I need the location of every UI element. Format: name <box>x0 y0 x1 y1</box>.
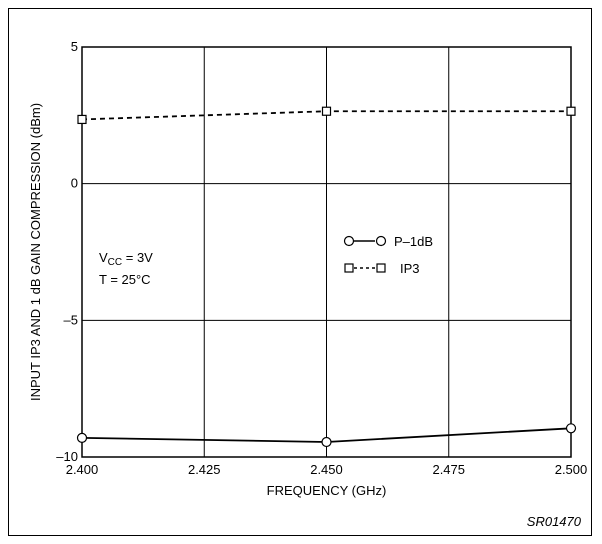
y-tick-label: –10 <box>56 449 78 464</box>
x-tick-label: 2.450 <box>310 462 343 477</box>
vcc-annotation: VCC = 3V <box>99 250 153 268</box>
x-tick-label: 2.400 <box>66 462 99 477</box>
legend-p1db-label: P–1dB <box>394 234 433 249</box>
plot-area <box>81 46 572 458</box>
data-point-circle <box>321 436 332 448</box>
data-point-square <box>321 106 332 116</box>
chart-frame <box>8 8 592 536</box>
series <box>76 106 577 448</box>
legend-ip3-marker-right <box>376 263 386 273</box>
vcc-subscript: CC <box>108 257 122 268</box>
legend: P–1dB IP3 <box>343 234 433 276</box>
y-tick-label: –5 <box>64 312 78 327</box>
y-axis-label: INPUT IP3 AND 1 dB GAIN COMPRESSION (dBm… <box>28 103 43 401</box>
x-tick-label: 2.500 <box>555 462 588 477</box>
data-point-square <box>566 106 576 116</box>
data-point-square <box>77 114 87 125</box>
vcc-main: V <box>99 250 108 265</box>
y-tick-label: 5 <box>71 39 78 54</box>
x-tick-label: 2.475 <box>432 462 465 477</box>
legend-p1db-marker-left <box>343 235 355 247</box>
x-tick-label: 2.425 <box>188 462 221 477</box>
tick-labels: 2.400 2.425 2.450 2.475 2.500 –10 –5 0 5 <box>56 39 587 477</box>
legend-p1db-marker-right <box>375 235 387 247</box>
y-tick-label: 0 <box>71 176 78 191</box>
legend-ip3-label: IP3 <box>400 261 420 276</box>
x-axis-label: FREQUENCY (GHz) <box>267 483 387 498</box>
legend-ip3-marker-left <box>344 263 354 273</box>
vcc-value: = 3V <box>122 250 153 265</box>
figure-id: SR01470 <box>527 514 582 529</box>
data-point-circle <box>565 423 577 434</box>
temperature-annotation: T = 25°C <box>99 272 151 287</box>
data-point-circle <box>76 432 88 443</box>
